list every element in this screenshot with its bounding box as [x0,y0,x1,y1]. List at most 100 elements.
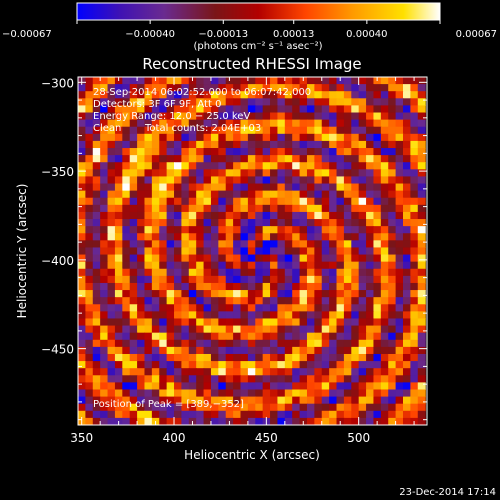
heatmap-cell [203,282,212,291]
heatmap-cell [114,98,123,107]
heatmap-cell [336,353,345,362]
heatmap-cell [255,389,264,398]
heatmap-cell [373,410,382,419]
heatmap-cell [210,226,219,234]
heatmap-cell [351,183,360,192]
heatmap-cell [144,183,153,192]
heatmap-cell [107,219,116,227]
heatmap-cell [166,84,175,92]
heatmap-cell [284,282,293,291]
colorbar-frame [76,2,441,21]
heatmap-cell [137,190,146,199]
heatmap-cell [351,268,360,277]
heatmap-cell [218,396,227,405]
heatmap-cell [129,368,138,376]
heatmap-cell [247,91,256,99]
heatmap-cell [306,183,315,192]
heatmap-cell [240,148,249,156]
heatmap-cell [410,261,419,270]
heatmap-cell [366,105,375,114]
heatmap-cell [137,126,146,135]
heatmap-cell [166,254,175,263]
heatmap-cell [343,417,352,425]
heatmap-cell [306,304,315,312]
heatmap-cell [380,197,389,206]
heatmap-cell [284,197,293,206]
heatmap-cell [181,410,190,419]
heatmap-cell [159,417,168,425]
heatmap-cell [380,233,389,241]
heatmap-cell [270,396,279,405]
heatmap-cell [100,140,109,149]
heatmap-cell [410,233,419,241]
heatmap-cell [137,361,146,369]
heatmap-cell [373,304,382,312]
heatmap-cell [270,84,279,92]
heatmap-cell [255,84,264,92]
heatmap-cell [380,133,389,142]
heatmap-cell [277,368,286,376]
heatmap-cell [233,148,242,156]
heatmap-cell [373,155,382,163]
heatmap-cell [129,98,138,107]
heatmap-cell [388,268,397,277]
heatmap-cell [137,176,146,185]
heatmap-cell [92,119,101,128]
heatmap-cell [203,382,212,391]
heatmap-cell [417,417,426,425]
heatmap-cell [358,197,367,206]
heatmap-cell [129,77,138,85]
heatmap-cell [329,325,338,334]
heatmap-cell [306,325,315,334]
heatmap-cell [225,282,234,291]
heatmap-cell [402,247,411,256]
heatmap-cell [114,126,123,135]
heatmap-cell [122,403,131,412]
heatmap-cell [380,290,389,298]
heatmap-cell [188,261,197,270]
heatmap-cell [122,261,131,270]
heatmap-cell [380,176,389,185]
heatmap-cell [240,396,249,405]
heatmap-cell [417,311,426,320]
heatmap-cell [225,297,234,305]
heatmap-cell [159,77,168,85]
heatmap-cell [247,247,256,256]
heatmap-cell [203,268,212,277]
heatmap-cell [107,311,116,320]
heatmap-cell [366,91,375,99]
heatmap-cell [336,226,345,234]
heatmap-cell [144,219,153,227]
heatmap-cell [277,240,286,249]
heatmap-cell [159,91,168,99]
heatmap-cell [299,155,308,163]
heatmap-cell [92,233,101,241]
heatmap-cell [92,403,101,412]
heatmap-cell [225,183,234,192]
heatmap-cell [351,169,360,178]
heatmap-cell [107,396,116,405]
heatmap-cell [166,410,175,419]
heatmap-cell [196,375,205,383]
heatmap-cell [247,112,256,121]
heatmap-cell [402,162,411,170]
heatmap-cell [151,346,160,355]
heatmap-cell [351,382,360,391]
heatmap-cell [292,84,301,92]
heatmap-cell [100,233,109,241]
heatmap-cell [314,325,323,334]
heatmap-cell [240,297,249,305]
heatmap-cell [277,204,286,213]
heatmap-cell [255,382,264,391]
heatmap-cell [417,133,426,142]
heatmap-cell [292,119,301,128]
heatmap-cell [100,375,109,383]
heatmap-cell [233,268,242,277]
heatmap-cell [122,140,131,149]
heatmap-cell [306,268,315,277]
heatmap-cell [351,361,360,369]
heatmap-cell [85,169,94,178]
heatmap-cell [144,396,153,405]
heatmap-cell [166,261,175,270]
heatmap-cell [380,297,389,305]
